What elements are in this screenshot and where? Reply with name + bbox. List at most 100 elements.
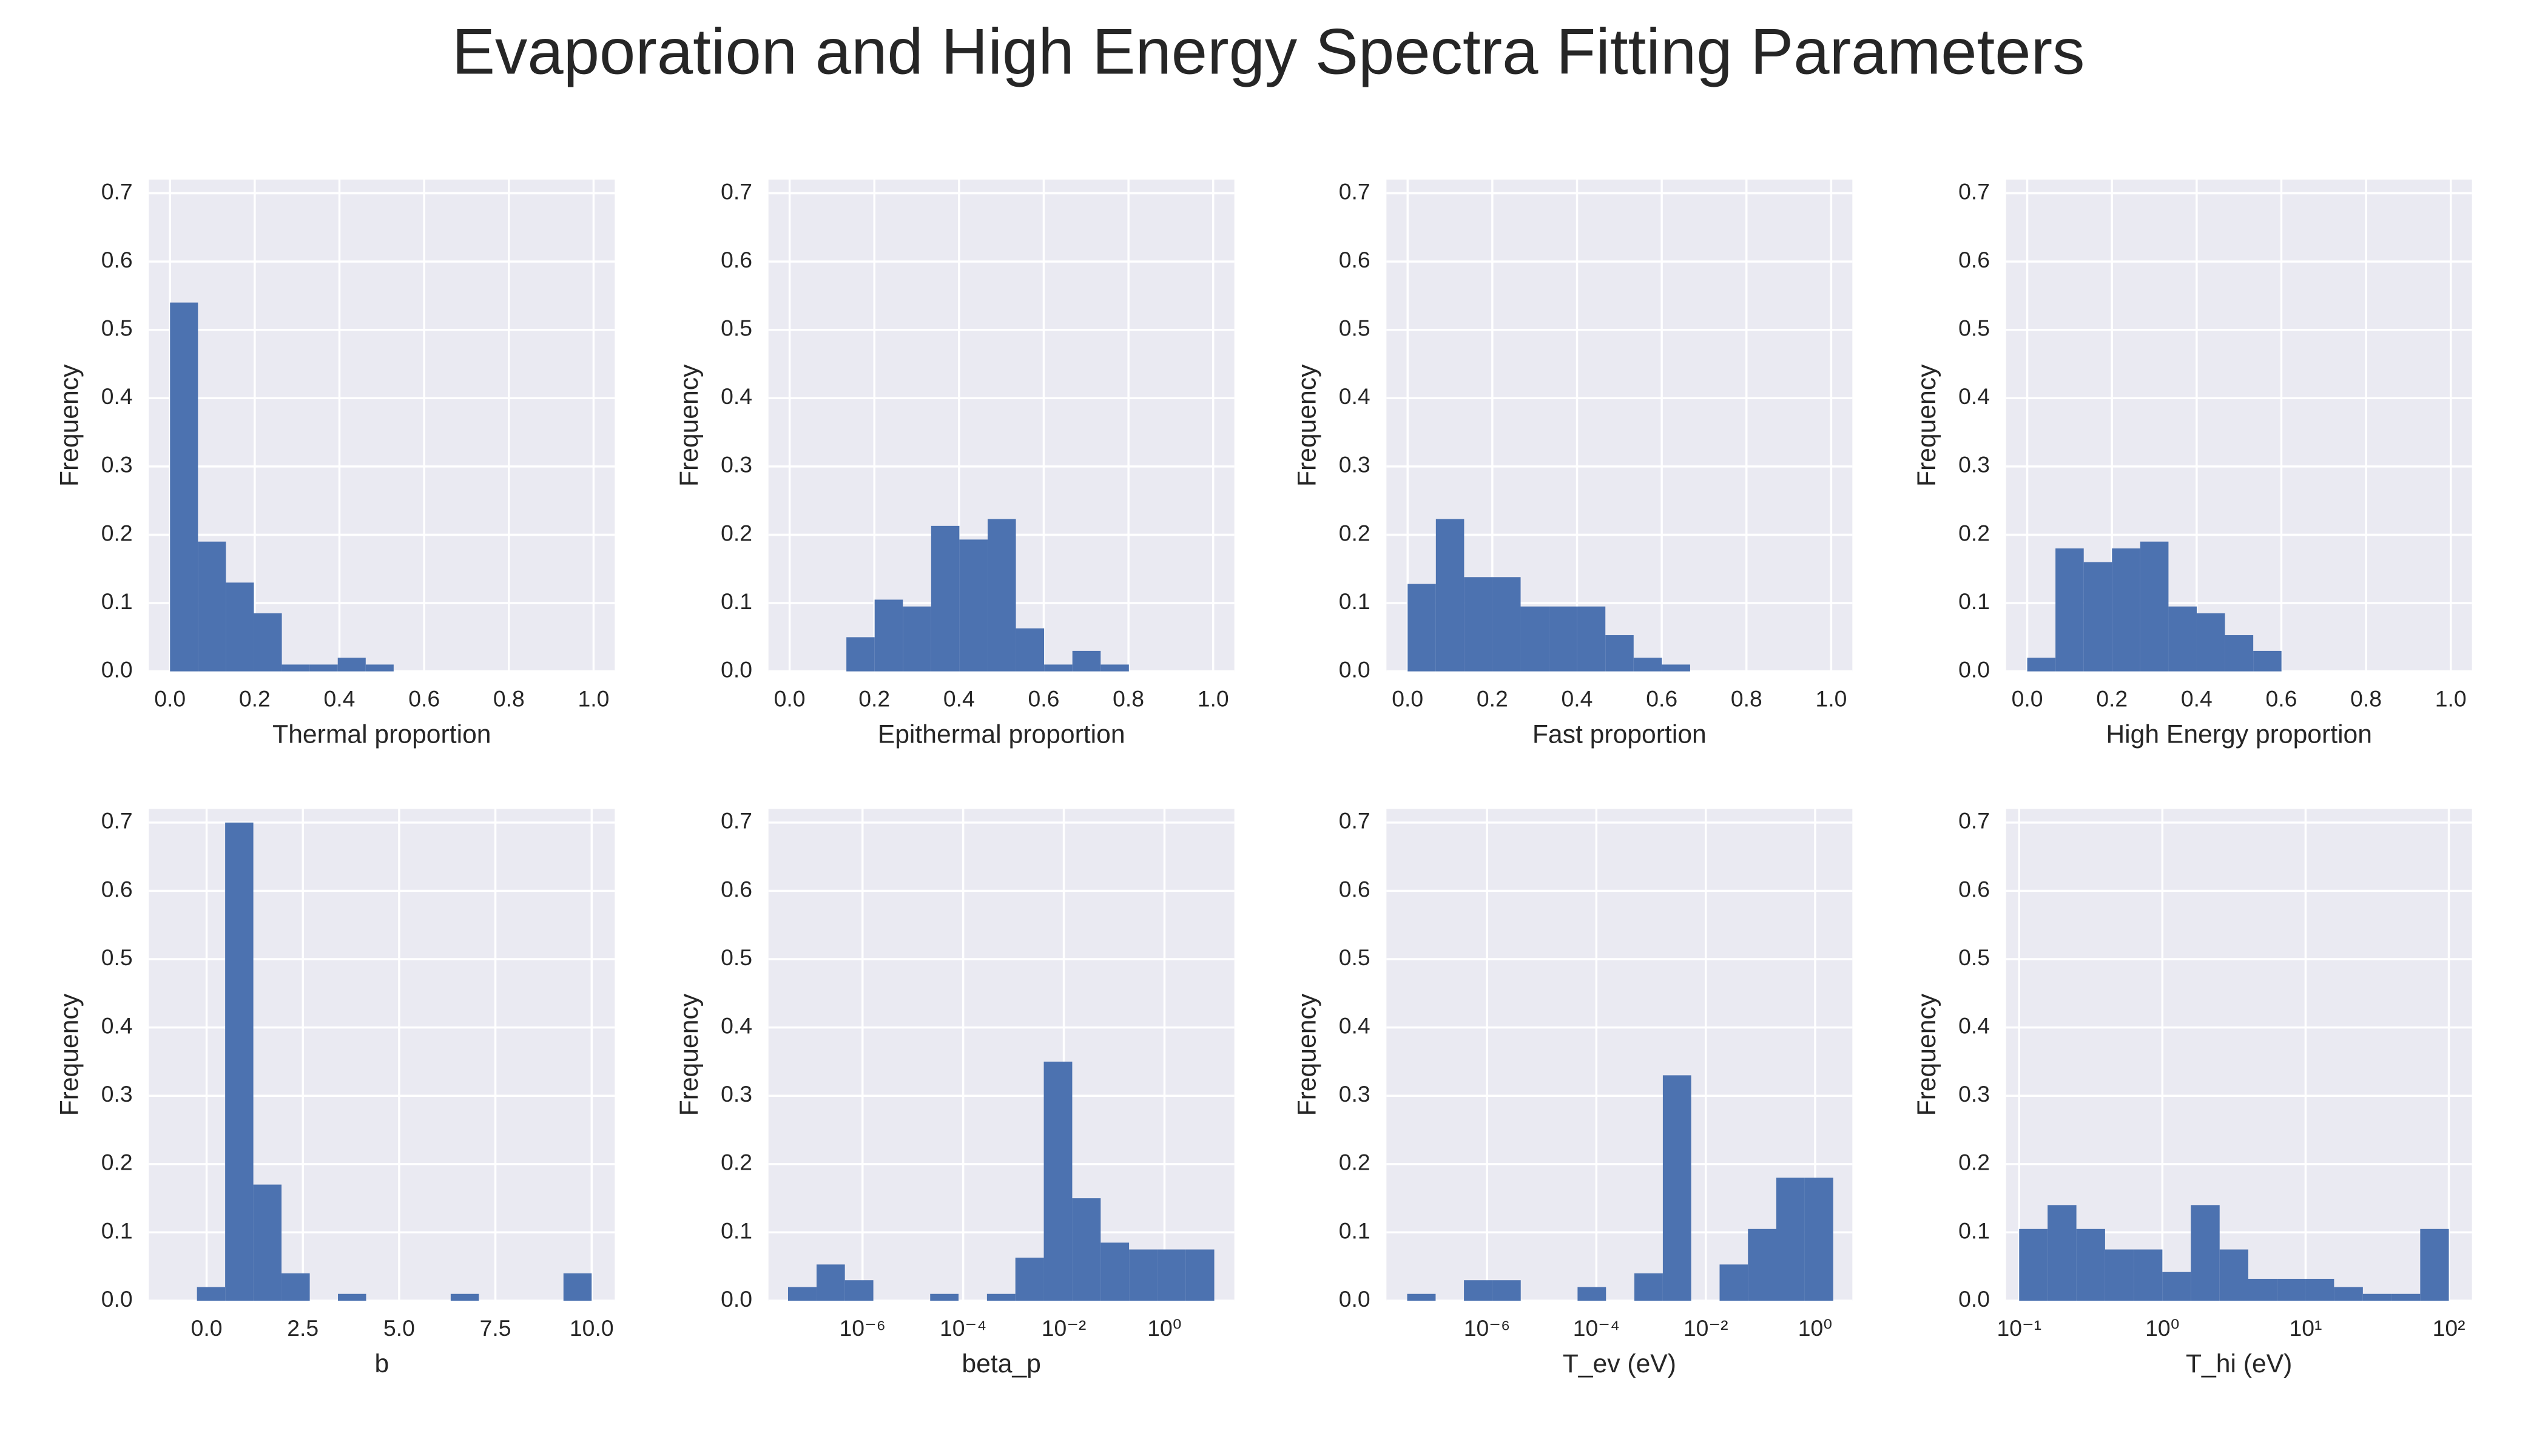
x-tick-label: 10⁻⁶ [1464,1315,1511,1341]
bar [1634,1273,1663,1301]
x-axis-label: T_hi (eV) [2186,1349,2292,1378]
x-tick-label: 10¹ [2289,1315,2322,1341]
y-tick-label: 0.1 [101,1218,133,1243]
x-axis-label: Fast proportion [1532,720,1707,749]
bar [844,1280,874,1301]
y-tick-label: 0.6 [1339,876,1370,902]
bar [2305,1278,2334,1301]
x-tick-label: 0.4 [1562,686,1593,712]
x-tick-label: 10⁻² [1042,1315,1087,1341]
bar [1016,628,1045,672]
y-tick-label: 0.3 [721,452,752,477]
y-tick-label: 0.2 [101,1150,133,1175]
bar [2162,1272,2191,1301]
y-tick-label: 0.0 [1339,657,1370,682]
bar [2420,1228,2449,1301]
y-tick-label: 0.5 [721,315,752,341]
x-tick-label: 0.0 [191,1315,223,1341]
y-tick-label: 0.1 [1339,1218,1370,1243]
x-axis-label: High Energy proportion [2106,720,2372,749]
y-tick-label: 0.3 [101,1081,133,1107]
bar [987,519,1016,672]
bar [337,658,366,672]
x-axis-label: b [374,1349,389,1378]
y-tick-label: 0.7 [1339,808,1370,834]
bar [2362,1293,2392,1301]
bar [1577,1287,1606,1301]
bar [1407,1293,1436,1301]
bar [2105,1249,2134,1301]
subplot: 0.0 0.1 0.2 0.3 0.4 0.5 0.6 0.7 10⁻¹ 10⁰ 10¹ 10² T_h… [1912,808,2472,1378]
subplot: 0.0 0.1 0.2 0.3 0.4 0.5 0.6 0.7 10⁻⁶ 10⁻⁴ 10⁻² 10⁰ b… [675,808,1235,1378]
x-tick-label: 0.8 [493,686,525,712]
subplot: 0.0 0.1 0.2 0.3 0.4 0.5 0.6 0.7 10⁻⁶ 10⁻⁴ 10⁻² 10⁰ T… [1293,808,1853,1378]
y-tick-label: 0.1 [721,588,752,614]
bar [1577,606,1606,672]
y-tick-label: 0.3 [101,452,133,477]
bar [816,1264,845,1301]
bar [1100,664,1129,672]
x-tick-label: 0.4 [324,686,356,712]
bar [338,1293,366,1301]
y-tick-label: 0.7 [721,808,752,834]
bar [365,664,394,672]
bar [1100,1242,1130,1301]
bar [2083,562,2112,672]
bar [787,1287,817,1301]
bar [1719,1264,1748,1301]
x-tick-label: 1.0 [1815,686,1847,712]
x-tick-label: 0.8 [2350,686,2382,712]
x-axis-label: beta_p [962,1349,1040,1378]
bar [874,599,903,672]
y-tick-label: 0.2 [721,1150,752,1175]
y-tick-label: 0.3 [721,1081,752,1107]
bar [903,606,931,672]
bar [2391,1293,2421,1301]
bar [1044,664,1073,672]
x-tick-label: 0.6 [1646,686,1677,712]
y-tick-label: 0.6 [721,247,752,272]
x-tick-label: 0.6 [2266,686,2297,712]
x-tick-label: 5.0 [383,1315,415,1341]
bar [226,582,254,672]
bar [1605,635,1634,672]
y-tick-label: 0.5 [721,945,752,970]
bar [1464,1280,1492,1301]
bar [931,525,960,672]
x-tick-label: 0.0 [774,686,806,712]
y-tick-label: 0.0 [1958,1286,1990,1312]
bar [1776,1178,1805,1301]
bar [1157,1249,1186,1301]
x-tick-label: 0.4 [2181,686,2213,712]
bar [309,664,338,672]
x-tick-label: 10⁻² [1684,1315,1728,1341]
x-axis-label: T_ev (eV) [1563,1349,1676,1378]
y-tick-label: 0.3 [1339,452,1370,477]
y-tick-label: 0.6 [101,876,133,902]
bar [2027,658,2056,672]
y-tick-label: 0.3 [1958,452,1990,477]
bar [563,1273,592,1301]
bar [281,664,310,672]
bar [2112,548,2140,672]
y-tick-label: 0.6 [101,247,133,272]
y-axis-label: Frequency [1293,364,1322,487]
y-tick-label: 0.4 [1339,1013,1370,1038]
bar [1185,1249,1215,1301]
bar [2277,1278,2306,1301]
x-tick-label: 1.0 [2435,686,2467,712]
bar [1129,1249,1158,1301]
x-tick-label: 0.2 [1477,686,1508,712]
x-tick-label: 0.6 [1028,686,1060,712]
y-tick-label: 0.0 [101,657,133,682]
y-tick-label: 0.4 [101,1013,133,1038]
y-tick-label: 0.5 [101,945,133,970]
y-axis-label: Frequency [675,993,704,1116]
bar [2055,548,2084,672]
bar [1435,519,1464,672]
x-tick-label: 10⁰ [1147,1315,1181,1341]
y-tick-label: 0.4 [1958,383,1990,409]
x-tick-label: 10⁻⁶ [839,1315,886,1341]
bar [253,1184,282,1301]
